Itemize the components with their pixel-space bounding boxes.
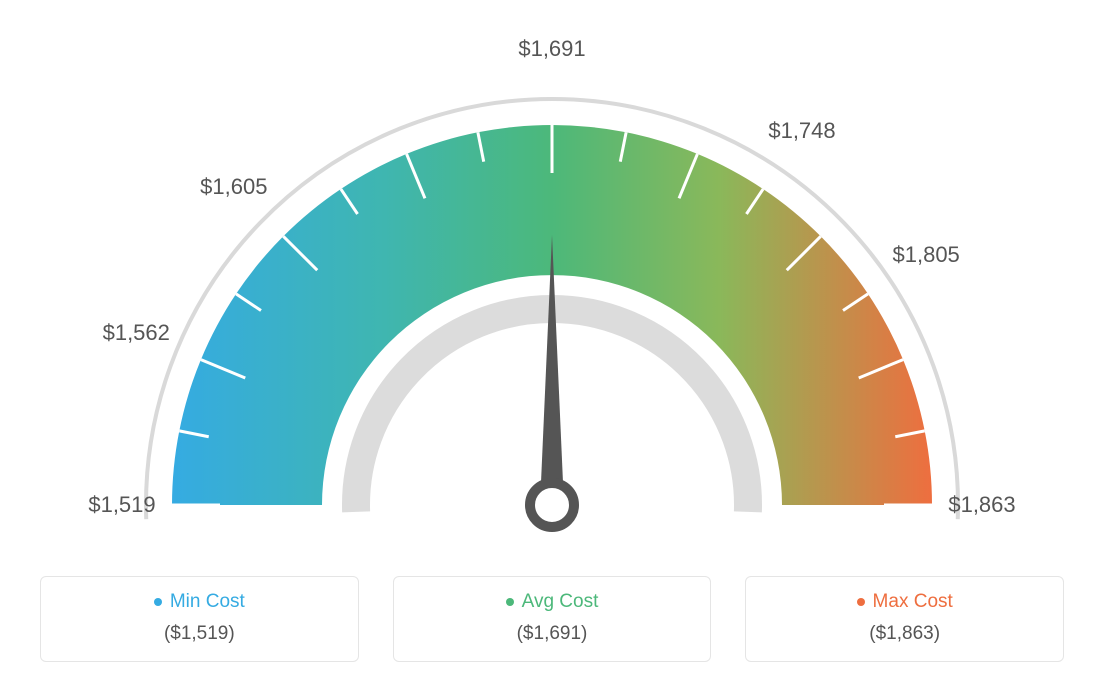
gauge-tick-label: $1,562 [103, 320, 170, 346]
cost-gauge: $1,519 $1,562 $1,605 $1,691 $1,748 $1,805 $1,8… [0, 0, 1104, 560]
gauge-tick-label: $1,748 [768, 118, 835, 144]
gauge-tick-label: $1,691 [518, 36, 585, 62]
gauge-tick-label: $1,519 [88, 492, 155, 518]
gauge-tick-label: $1,805 [893, 242, 960, 268]
legend-avg-card: Avg Cost ($1,691) [393, 576, 712, 662]
legend-avg-value: ($1,691) [404, 623, 701, 645]
legend-max-card: Max Cost ($1,863) [745, 576, 1064, 662]
legend-avg-dot [506, 598, 514, 606]
legend-max-value: ($1,863) [756, 623, 1053, 645]
legend-min-title: Min Cost [170, 591, 245, 613]
legend-row: Min Cost ($1,519) Avg Cost ($1,691) Max … [40, 576, 1064, 662]
legend-max-title: Max Cost [873, 591, 953, 613]
gauge-tick-label: $1,605 [200, 174, 267, 200]
legend-avg-title: Avg Cost [522, 591, 599, 613]
gauge-tick-label: $1,863 [948, 492, 1015, 518]
legend-max-dot [857, 598, 865, 606]
legend-min-value: ($1,519) [51, 623, 348, 645]
legend-min-dot [154, 598, 162, 606]
legend-min-card: Min Cost ($1,519) [40, 576, 359, 662]
